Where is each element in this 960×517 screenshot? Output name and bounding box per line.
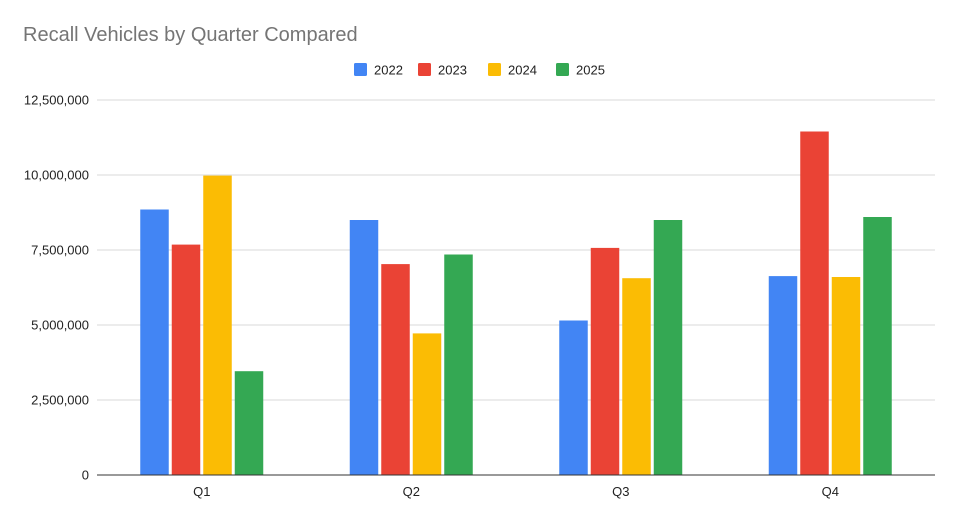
legend-swatch-2022 (354, 63, 367, 76)
bar-2022-Q2 (349, 220, 379, 475)
bar-2023-Q2 (381, 264, 410, 475)
legend-label: 2023 (438, 63, 467, 78)
y-tick-label: 7,500,000 (31, 243, 89, 258)
bar-2023-Q4 (800, 131, 829, 475)
legend-label: 2022 (374, 63, 403, 78)
y-axis-tick-labels: 0 2,500,000 5,000,000 7,500,000 10,000,000 12… (24, 93, 89, 483)
x-axis-category-labels: Q1 Q2 Q3 Q4 (193, 484, 839, 499)
bar-2025-Q2 (444, 254, 473, 475)
legend-swatch-2024 (488, 63, 501, 76)
y-tick-label: 5,000,000 (31, 318, 89, 333)
bar-2022-Q4 (768, 276, 798, 475)
bar-2024-Q2 (412, 333, 442, 475)
x-category-label: Q3 (612, 484, 629, 499)
bars (140, 131, 892, 475)
bar-2024-Q1 (203, 175, 232, 475)
bar-2023-Q1 (171, 244, 201, 475)
bar-2025-Q1 (234, 371, 264, 475)
x-category-label: Q1 (193, 484, 210, 499)
legend-label: 2024 (508, 63, 537, 78)
y-tick-label: 10,000,000 (24, 168, 89, 183)
x-category-label: Q4 (822, 484, 839, 499)
bar-2022-Q3 (559, 320, 588, 475)
chart-title: Recall Vehicles by Quarter Compared (23, 24, 358, 46)
legend-label: 2025 (576, 63, 605, 78)
bar-2023-Q3 (590, 247, 620, 475)
bar-2024-Q3 (622, 278, 651, 475)
y-tick-label: 12,500,000 (24, 93, 89, 108)
y-tick-label: 0 (82, 468, 89, 483)
bar-2025-Q4 (863, 217, 892, 475)
bar-2024-Q4 (831, 277, 861, 475)
y-tick-label: 2,500,000 (31, 393, 89, 408)
legend-swatch-2025 (556, 63, 569, 76)
x-category-label: Q2 (403, 484, 420, 499)
legend: 2022 2023 2024 2025 (354, 63, 605, 78)
legend-swatch-2023 (418, 63, 431, 76)
bar-2022-Q1 (140, 209, 169, 475)
bar-2025-Q3 (653, 220, 683, 475)
